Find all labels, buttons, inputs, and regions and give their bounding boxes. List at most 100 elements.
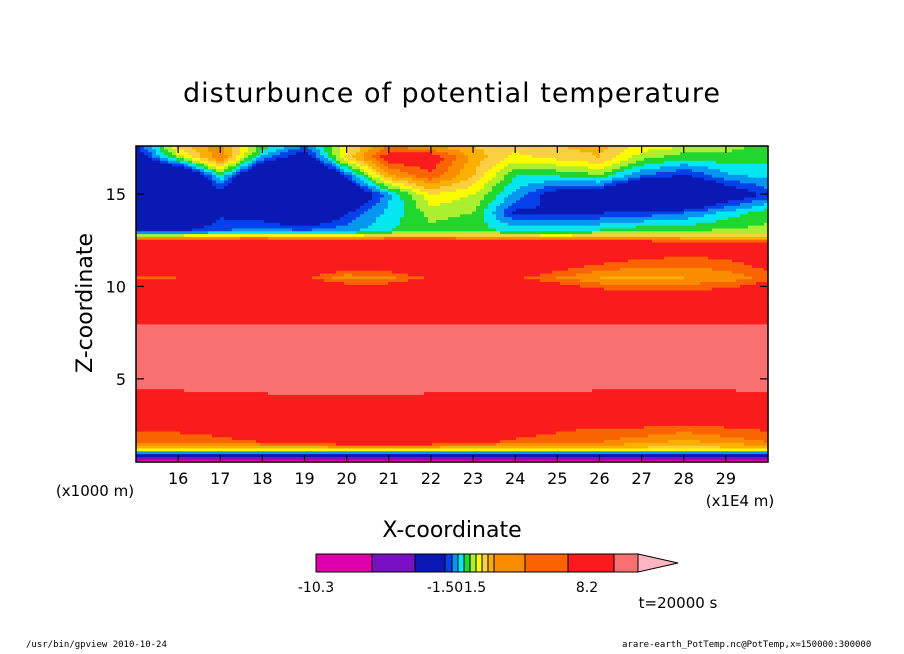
heatmap-cell bbox=[376, 439, 381, 443]
heatmap-cell bbox=[380, 445, 385, 449]
heatmap-cell bbox=[412, 445, 417, 449]
heatmap-cell bbox=[576, 433, 581, 438]
heatmap-cell bbox=[568, 459, 573, 463]
heatmap-cell bbox=[308, 456, 313, 460]
heatmap-cell bbox=[184, 456, 189, 460]
heatmap-cell bbox=[172, 450, 177, 455]
heatmap-cell bbox=[748, 445, 753, 449]
heatmap-cell bbox=[600, 450, 605, 455]
heatmap-cell bbox=[204, 456, 209, 460]
heatmap-cell bbox=[648, 436, 653, 441]
heatmap-cell bbox=[496, 436, 501, 441]
heatmap-cell bbox=[336, 436, 341, 441]
heatmap-cell bbox=[216, 436, 221, 441]
heatmap-cell bbox=[320, 433, 325, 438]
heatmap-cell bbox=[192, 453, 197, 457]
heatmap-cell bbox=[500, 433, 505, 438]
heatmap-cell bbox=[216, 442, 221, 446]
heatmap-cell bbox=[308, 453, 313, 457]
heatmap-cell bbox=[620, 442, 625, 446]
heatmap-cell bbox=[228, 453, 233, 457]
heatmap-cell bbox=[288, 439, 293, 443]
heatmap-cell bbox=[600, 436, 605, 441]
heatmap-cell bbox=[516, 453, 521, 457]
heatmap-cell bbox=[420, 453, 425, 457]
heatmap-cell bbox=[296, 439, 301, 443]
heatmap-cell bbox=[212, 436, 217, 441]
heatmap-cell bbox=[368, 459, 373, 463]
heatmap-cell bbox=[676, 442, 681, 446]
heatmap-cell bbox=[392, 433, 397, 438]
heatmap-cell bbox=[512, 430, 517, 435]
heatmap-cell bbox=[152, 439, 157, 443]
heatmap-cell bbox=[452, 442, 457, 446]
heatmap-cell bbox=[564, 439, 569, 443]
heatmap-cell bbox=[724, 447, 729, 452]
heatmap-cell bbox=[556, 433, 561, 438]
heatmap-cell bbox=[684, 447, 689, 452]
heatmap-cell bbox=[400, 436, 405, 441]
heatmap-cell bbox=[164, 433, 169, 438]
heatmap-cell bbox=[216, 433, 221, 438]
heatmap-cell bbox=[232, 459, 237, 463]
heatmap-cell bbox=[676, 439, 681, 443]
heatmap-cell bbox=[236, 442, 241, 446]
heatmap-cell bbox=[212, 445, 217, 449]
heatmap-cell bbox=[464, 450, 469, 455]
heatmap-cell bbox=[144, 436, 149, 441]
heatmap-cell bbox=[248, 442, 253, 446]
heatmap-cell bbox=[460, 450, 465, 455]
heatmap-cell bbox=[540, 459, 545, 463]
heatmap-cell bbox=[284, 456, 289, 460]
heatmap-cell bbox=[668, 459, 673, 463]
heatmap-cell bbox=[280, 453, 285, 457]
heatmap-cell bbox=[668, 442, 673, 446]
heatmap-cell bbox=[688, 433, 693, 438]
heatmap-cell bbox=[196, 430, 201, 435]
heatmap-cell bbox=[416, 456, 421, 460]
heatmap-cell bbox=[416, 447, 421, 452]
heatmap-cell bbox=[356, 439, 361, 443]
heatmap-cell bbox=[316, 433, 321, 438]
heatmap-cell bbox=[224, 430, 229, 435]
heatmap-cell bbox=[216, 447, 221, 452]
heatmap-cell bbox=[272, 430, 277, 435]
heatmap-cell bbox=[652, 459, 657, 463]
heatmap-cell bbox=[176, 436, 181, 441]
heatmap-cell bbox=[544, 456, 549, 460]
heatmap-cell bbox=[756, 439, 761, 443]
heatmap-cell bbox=[168, 445, 173, 449]
heatmap-cell bbox=[372, 453, 377, 457]
heatmap-cell bbox=[628, 456, 633, 460]
heatmap-cell bbox=[588, 459, 593, 463]
heatmap-cell bbox=[484, 453, 489, 457]
heatmap-cell bbox=[704, 456, 709, 460]
heatmap-cell bbox=[596, 442, 601, 446]
heatmap-cell bbox=[728, 439, 733, 443]
heatmap-cell bbox=[332, 436, 337, 441]
heatmap-cell bbox=[596, 459, 601, 463]
heatmap-cell bbox=[696, 439, 701, 443]
heatmap-cell bbox=[656, 456, 661, 460]
heatmap-cell bbox=[668, 433, 673, 438]
heatmap-cell bbox=[248, 436, 253, 441]
heatmap-cell bbox=[364, 447, 369, 452]
heatmap-cell bbox=[700, 453, 705, 457]
heatmap-cell bbox=[560, 447, 565, 452]
heatmap-cell bbox=[188, 439, 193, 443]
heatmap-cell bbox=[340, 436, 345, 441]
heatmap-cell bbox=[360, 442, 365, 446]
heatmap-cell bbox=[740, 439, 745, 443]
heatmap-cell bbox=[364, 433, 369, 438]
heatmap-cell bbox=[736, 445, 741, 449]
heatmap-cell bbox=[508, 445, 513, 449]
heatmap-cell bbox=[212, 453, 217, 457]
heatmap-cell bbox=[364, 442, 369, 446]
heatmap-cell bbox=[268, 453, 273, 457]
heatmap-cell bbox=[600, 453, 605, 457]
heatmap-cell bbox=[496, 456, 501, 460]
heatmap-cell bbox=[468, 433, 473, 438]
heatmap-cell bbox=[716, 456, 721, 460]
heatmap-cell bbox=[260, 430, 265, 435]
heatmap-cell bbox=[664, 442, 669, 446]
